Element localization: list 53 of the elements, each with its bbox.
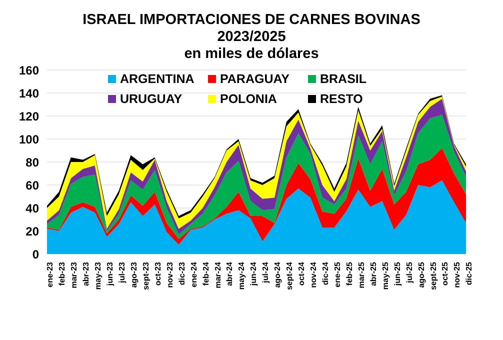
y-tick-label: 160 bbox=[18, 63, 40, 78]
x-tick-label: dic-25 bbox=[464, 261, 474, 286]
chart-title: ISRAEL IMPORTACIONES DE CARNES BOVINAS bbox=[82, 12, 422, 29]
y-tick-label: 120 bbox=[18, 109, 40, 124]
x-tick-label: may-24 bbox=[237, 261, 246, 290]
chart-subtitle: 2023/2025 en miles de dólares bbox=[183, 29, 320, 63]
y-tick-label: 40 bbox=[26, 201, 40, 216]
x-tick-label: ene-23 bbox=[46, 261, 55, 288]
x-tick-label: oct-25 bbox=[440, 261, 450, 286]
y-tick-label: 140 bbox=[18, 86, 40, 100]
x-tick-label: abr-24 bbox=[225, 261, 234, 286]
x-tick-label: jul-23 bbox=[118, 261, 127, 284]
x-tick-label: ago-24 bbox=[273, 261, 282, 288]
x-tick-label: mar-24 bbox=[213, 261, 222, 288]
y-tick-label: 80 bbox=[26, 155, 40, 170]
x-tick-label: oct-23 bbox=[153, 261, 162, 286]
x-tick-label: mar-23 bbox=[70, 261, 79, 288]
x-tick-label: sept-25 bbox=[428, 261, 438, 290]
y-tick-label: 60 bbox=[26, 178, 40, 192]
legend-label: BRASIL bbox=[320, 72, 367, 86]
legend-label: ARGENTINA bbox=[120, 72, 194, 86]
x-tick-label: abr-23 bbox=[82, 261, 91, 286]
x-tick-label: sept-23 bbox=[141, 261, 150, 290]
x-tick-label: nov-23 bbox=[165, 261, 174, 288]
x-tick-label: may-25 bbox=[380, 261, 390, 290]
legend-label: URUGUAY bbox=[120, 92, 182, 106]
x-tick-label: sept-24 bbox=[285, 261, 294, 290]
x-tick-label: jun-23 bbox=[106, 261, 115, 287]
x-tick-label: nov-24 bbox=[309, 261, 318, 288]
x-tick-label: jun-25 bbox=[392, 261, 402, 287]
x-tick-label: jul-24 bbox=[261, 261, 270, 284]
x-tick-label: feb-23 bbox=[58, 261, 67, 286]
x-tick-label: ene-25 bbox=[332, 261, 342, 288]
x-tick-label: dic-23 bbox=[177, 261, 186, 286]
y-tick-label: 20 bbox=[26, 224, 40, 238]
legend-label: RESTO bbox=[320, 92, 363, 106]
x-tick-label: oct-24 bbox=[297, 261, 306, 286]
y-tick-label: 100 bbox=[18, 132, 40, 146]
x-tick-label: may-23 bbox=[94, 261, 103, 290]
legend-label: POLONIA bbox=[220, 92, 277, 106]
x-tick-label: jul-25 bbox=[404, 261, 414, 284]
x-tick-label: ago-23 bbox=[129, 261, 138, 288]
x-tick-label: feb-25 bbox=[344, 261, 354, 286]
x-tick-label: ago-25 bbox=[416, 261, 426, 288]
legend-label: PARAGUAY bbox=[220, 72, 290, 86]
x-tick-label: abr-25 bbox=[368, 261, 378, 286]
x-tick-label: mar-25 bbox=[356, 261, 366, 288]
x-tick-label: dic-24 bbox=[321, 261, 330, 286]
x-tick-label: feb-24 bbox=[201, 261, 210, 286]
y-tick-label: 0 bbox=[32, 247, 40, 262]
x-tick-label: nov-25 bbox=[452, 261, 462, 288]
x-tick-label: ene-24 bbox=[189, 261, 198, 288]
x-tick-label: jun-24 bbox=[249, 261, 258, 287]
